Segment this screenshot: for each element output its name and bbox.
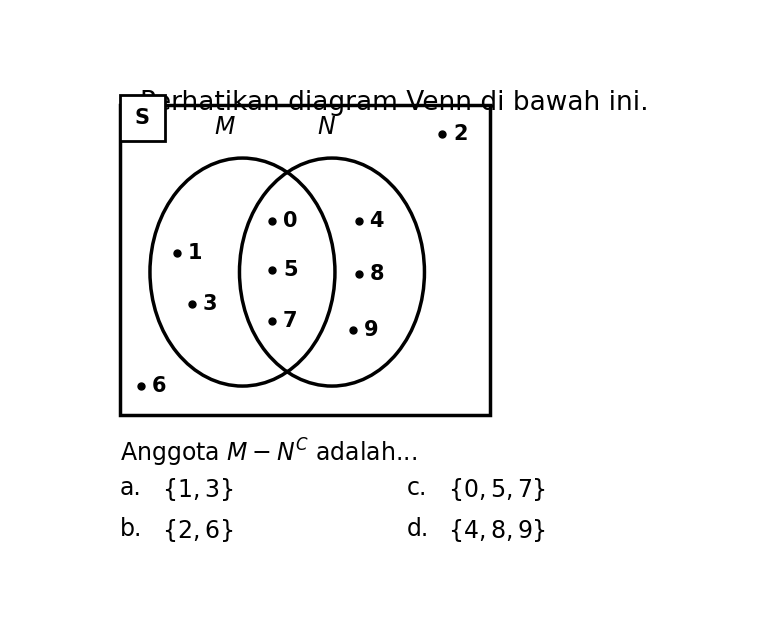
Text: 0: 0 [283,211,297,231]
Text: 4: 4 [370,211,384,231]
Text: 6: 6 [152,376,166,396]
Text: Anggota $M - N^C$ adalah...: Anggota $M - N^C$ adalah... [120,437,417,469]
Text: b.: b. [120,517,142,541]
Text: 1: 1 [188,243,202,263]
Text: S: S [135,108,150,128]
Text: 2: 2 [453,124,467,144]
Text: 3: 3 [203,294,217,314]
Text: 9: 9 [363,320,378,340]
Text: 5: 5 [283,260,298,280]
Text: $\{0, 5, 7\}$: $\{0, 5, 7\}$ [448,476,546,503]
Text: d.: d. [407,517,429,541]
Text: M: M [214,115,235,139]
Text: Perhatikan diagram Venn di bawah ini.: Perhatikan diagram Venn di bawah ini. [140,90,649,116]
Text: c.: c. [407,476,427,500]
Text: $\{4, 8, 9\}$: $\{4, 8, 9\}$ [448,517,546,544]
Text: N: N [317,115,335,139]
Text: 8: 8 [370,265,384,285]
Text: 7: 7 [283,311,297,331]
Text: $\{2, 6\}$: $\{2, 6\}$ [162,517,233,544]
Bar [120,105,490,415]
Text: $\{1, 3\}$: $\{1, 3\}$ [162,476,233,503]
Bar [120,95,165,141]
Text: a.: a. [120,476,142,500]
